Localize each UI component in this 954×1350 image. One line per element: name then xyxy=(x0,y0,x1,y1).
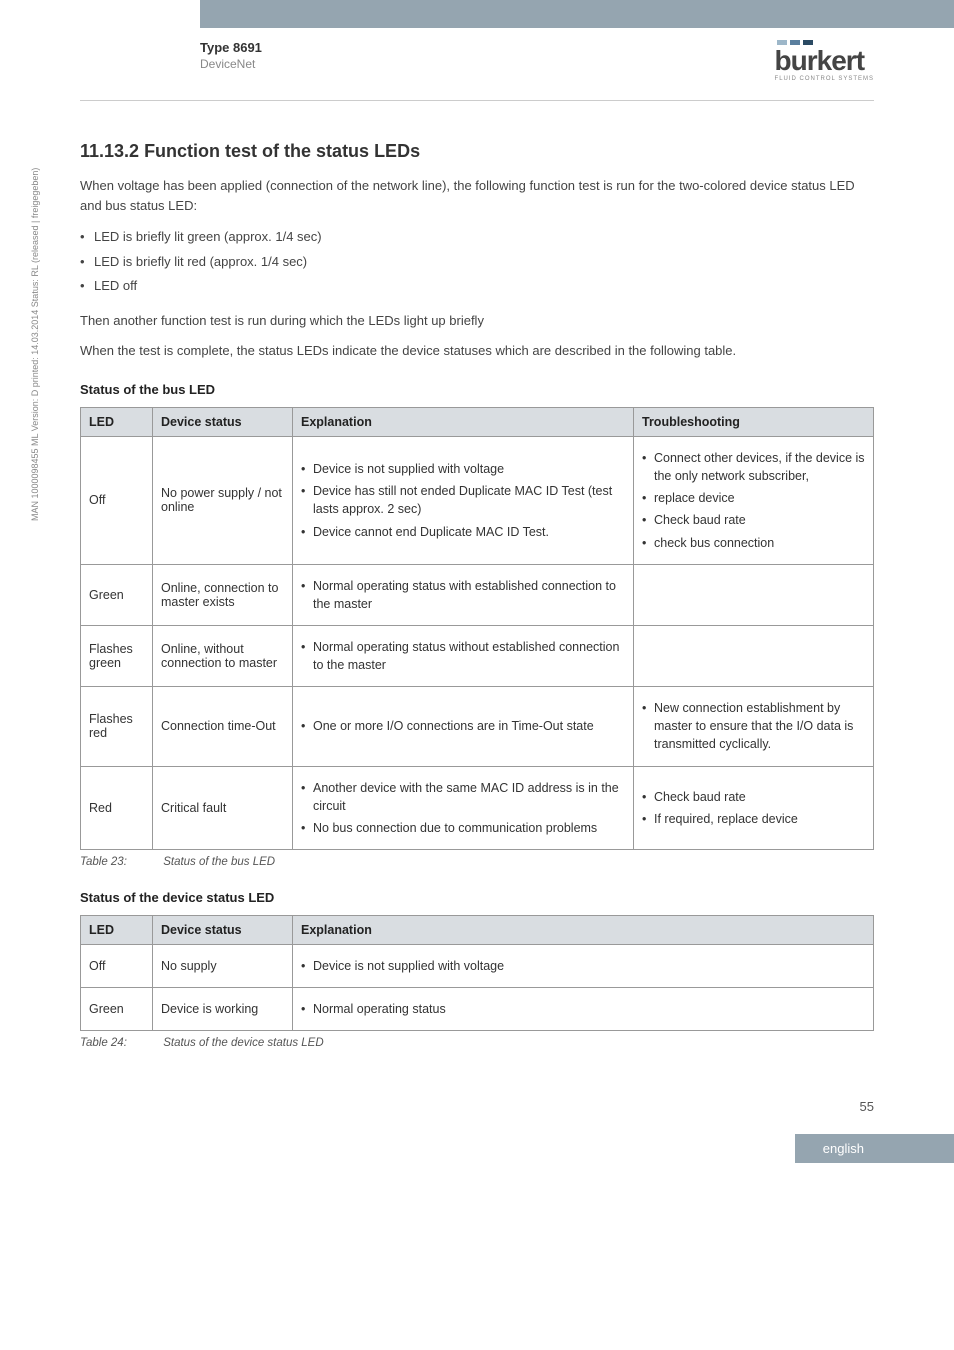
cell-troubleshooting: Check baud rate If required, replace devi… xyxy=(634,766,874,849)
bus-table-heading: Status of the bus LED xyxy=(80,382,874,397)
list-item: No bus connection due to communication p… xyxy=(301,819,625,837)
cell-led: Flashes green xyxy=(81,625,153,686)
list-item: LED is briefly lit green (approx. 1/4 se… xyxy=(80,225,874,250)
list-item: LED off xyxy=(80,274,874,299)
side-metadata: MAN 1000098455 ML Version: D printed: 14… xyxy=(30,168,40,521)
logo-text: burkert xyxy=(775,47,874,75)
caption-text: Status of the device status LED xyxy=(163,1037,323,1049)
top-bar-gap xyxy=(0,0,200,28)
table-row: GreenDevice is working Normal operating s… xyxy=(81,988,874,1031)
caption-label: Table 24: xyxy=(80,1037,160,1049)
cell-status: Online, without connection to master xyxy=(153,625,293,686)
table-row: Flashes redConnection time-Out One or mor… xyxy=(81,687,874,766)
cell-troubleshooting: New connection establishment by master t… xyxy=(634,687,874,766)
list-item: Another device with the same MAC ID addr… xyxy=(301,779,625,815)
cell-explanation: Device is not supplied with voltage Devic… xyxy=(293,437,634,565)
top-gray-bar xyxy=(0,0,954,28)
list-item: One or more I/O connections are in Time-… xyxy=(301,717,625,735)
list-item: Device is not supplied with voltage xyxy=(301,460,625,478)
intro-paragraph: When voltage has been applied (connectio… xyxy=(80,176,874,215)
list-item: Connect other devices, if the device is … xyxy=(642,449,865,485)
bus-table-caption: Table 23: Status of the bus LED xyxy=(80,856,874,868)
cell-status: No power supply / not online xyxy=(153,437,293,565)
table-row: Flashes greenOnline, without connection … xyxy=(81,625,874,686)
table-row: RedCritical faultAnother device with the… xyxy=(81,766,874,849)
list-item: If required, replace device xyxy=(642,810,865,828)
col-troubleshooting: Troubleshooting xyxy=(634,408,874,437)
list-item: check bus connection xyxy=(642,534,865,552)
device-table-body: OffNo supply Device is not supplied with … xyxy=(81,944,874,1030)
device-table-heading: Status of the device status LED xyxy=(80,890,874,905)
col-led: LED xyxy=(81,408,153,437)
page-number: 55 xyxy=(0,1069,954,1124)
test-steps-list: LED is briefly lit green (approx. 1/4 se… xyxy=(80,225,874,299)
list-item: Normal operating status with established… xyxy=(301,577,625,613)
page-header: Type 8691 DeviceNet burkert FLUID CONTRO… xyxy=(0,28,954,100)
cell-status: Critical fault xyxy=(153,766,293,849)
list-item: Normal operating status without establis… xyxy=(301,638,625,674)
list-item: Normal operating status xyxy=(301,1000,865,1018)
cell-led: Off xyxy=(81,437,153,565)
header-title-block: Type 8691 DeviceNet xyxy=(200,40,775,71)
cell-troubleshooting xyxy=(634,564,874,625)
caption-label: Table 23: xyxy=(80,856,160,868)
bus-status-table: LED Device status Explanation Troublesho… xyxy=(80,407,874,850)
cell-explanation: Device is not supplied with voltage xyxy=(293,944,874,987)
device-status-table: LED Device status Explanation OffNo supp… xyxy=(80,915,874,1031)
cell-explanation: Another device with the same MAC ID addr… xyxy=(293,766,634,849)
footer-language: english xyxy=(795,1134,954,1163)
cell-led: Green xyxy=(81,988,153,1031)
cell-led: Red xyxy=(81,766,153,849)
cell-troubleshooting xyxy=(634,625,874,686)
cell-led: Green xyxy=(81,564,153,625)
logo-subtext: FLUID CONTROL SYSTEMS xyxy=(775,76,874,82)
cell-led: Flashes red xyxy=(81,687,153,766)
col-led: LED xyxy=(81,915,153,944)
cell-led: Off xyxy=(81,944,153,987)
col-explanation: Explanation xyxy=(293,915,874,944)
cell-explanation: Normal operating status without establis… xyxy=(293,625,634,686)
footer: english xyxy=(0,1124,954,1163)
caption-text: Status of the bus LED xyxy=(163,856,275,868)
device-table-caption: Table 24: Status of the device status LE… xyxy=(80,1037,874,1049)
list-item: replace device xyxy=(642,489,865,507)
col-device-status: Device status xyxy=(153,915,293,944)
page-body: MAN 1000098455 ML Version: D printed: 14… xyxy=(0,101,954,1069)
list-item: Device is not supplied with voltage xyxy=(301,957,865,975)
cell-explanation: Normal operating status with established… xyxy=(293,564,634,625)
cell-status: Connection time-Out xyxy=(153,687,293,766)
section-title: 11.13.2 Function test of the status LEDs xyxy=(80,141,874,162)
cell-troubleshooting: Connect other devices, if the device is … xyxy=(634,437,874,565)
cell-explanation: One or more I/O connections are in Time-… xyxy=(293,687,634,766)
bus-table-body: OffNo power supply / not onlineDevice is… xyxy=(81,437,874,850)
logo: burkert FLUID CONTROL SYSTEMS xyxy=(775,40,874,82)
list-item: Device has still not ended Duplicate MAC… xyxy=(301,482,625,518)
col-explanation: Explanation xyxy=(293,408,634,437)
cell-explanation: Normal operating status xyxy=(293,988,874,1031)
table-row: OffNo supply Device is not supplied with … xyxy=(81,944,874,987)
table-header-row: LED Device status Explanation xyxy=(81,915,874,944)
list-item: New connection establishment by master t… xyxy=(642,699,865,753)
table-row: GreenOnline, connection to master exists… xyxy=(81,564,874,625)
col-device-status: Device status xyxy=(153,408,293,437)
header-subtitle: DeviceNet xyxy=(200,57,775,71)
table-row: OffNo power supply / not onlineDevice is… xyxy=(81,437,874,565)
table-header-row: LED Device status Explanation Troublesho… xyxy=(81,408,874,437)
after-para-2: When the test is complete, the status LE… xyxy=(80,341,874,361)
cell-status: No supply xyxy=(153,944,293,987)
list-item: Device cannot end Duplicate MAC ID Test. xyxy=(301,523,625,541)
list-item: LED is briefly lit red (approx. 1/4 sec) xyxy=(80,250,874,275)
list-item: Check baud rate xyxy=(642,788,865,806)
cell-status: Device is working xyxy=(153,988,293,1031)
type-label: Type 8691 xyxy=(200,40,775,55)
cell-status: Online, connection to master exists xyxy=(153,564,293,625)
list-item: Check baud rate xyxy=(642,511,865,529)
after-para-1: Then another function test is run during… xyxy=(80,311,874,331)
